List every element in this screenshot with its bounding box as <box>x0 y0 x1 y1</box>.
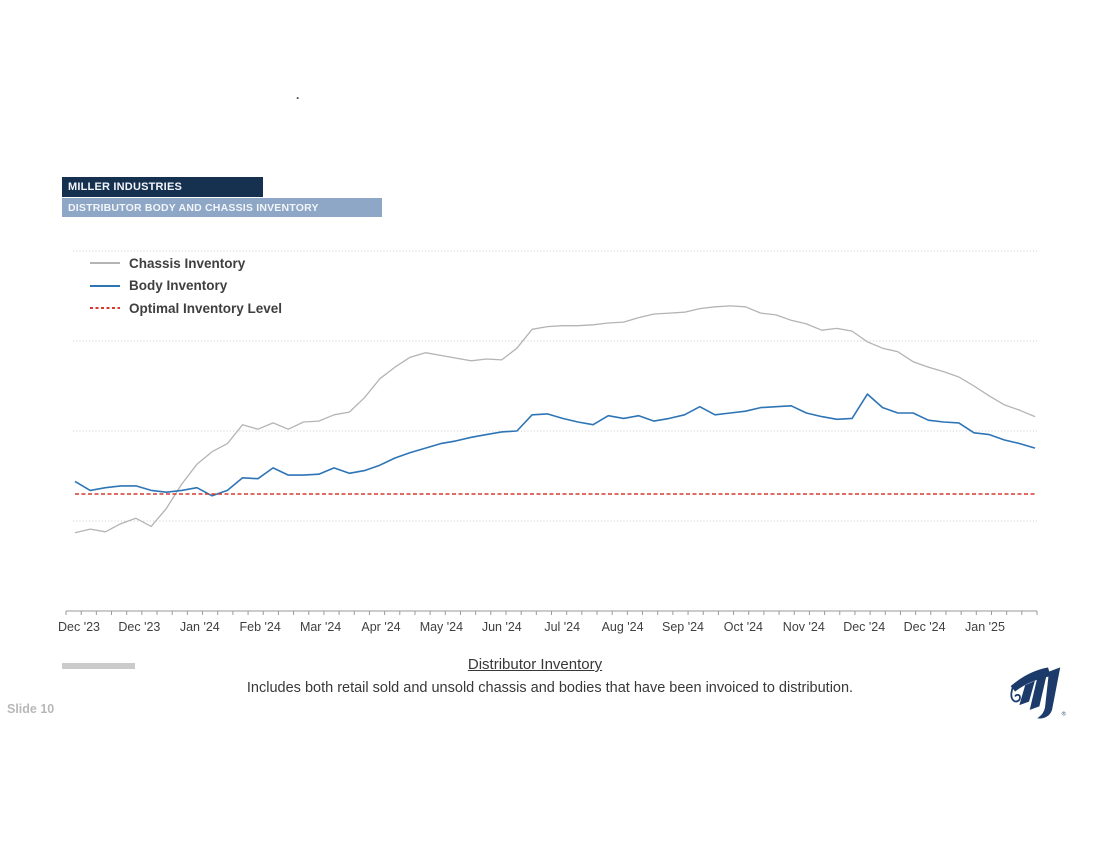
chart-legend: Chassis Inventory Body Inventory Optimal I… <box>90 252 282 320</box>
x-axis-label: Dec '24 <box>843 620 886 634</box>
x-axis-label: Feb '24 <box>239 620 281 634</box>
footer-accent-bar <box>62 663 135 669</box>
x-axis-label: Nov '24 <box>782 620 825 634</box>
body-inventory-line <box>74 393 1036 497</box>
x-axis-label: Dec '23 <box>118 620 161 634</box>
footer-heading: Distributor Inventory <box>467 656 603 673</box>
legend-label: Optimal Inventory Level <box>129 300 283 316</box>
legend-item: Chassis Inventory <box>90 252 282 275</box>
x-axis-label: Jun '24 <box>481 620 522 634</box>
x-axis-label: Jul '24 <box>544 620 581 634</box>
footer-note: Includes both retail sold and unsold cha… <box>246 680 854 696</box>
x-axis-label: May '24 <box>419 620 464 634</box>
legend-item: Optimal Inventory Level <box>90 297 282 320</box>
company-badge: MILLER INDUSTRIES <box>62 177 263 197</box>
legend-item: Body Inventory <box>90 275 282 298</box>
logo-registered-mark: ® <box>1062 711 1066 718</box>
legend-label: Body Inventory <box>129 278 228 294</box>
x-axis-label: Dec '24 <box>903 620 946 634</box>
report-title-badge: DISTRIBUTOR BODY AND CHASSIS INVENTORY <box>62 198 382 217</box>
x-axis-label: Dec '23 <box>58 620 100 634</box>
x-axis-label: Aug '24 <box>601 620 644 634</box>
miller-logo: ® <box>1003 660 1083 722</box>
x-axis-label: Jan '25 <box>965 620 1005 634</box>
chassis-inventory-swatch <box>90 262 120 265</box>
body-inventory-swatch <box>90 284 120 287</box>
miller-logo-mark: ® <box>1010 667 1066 719</box>
x-axis-label: Jan '24 <box>179 620 220 634</box>
chassis-inventory-line <box>74 305 1036 534</box>
optimal-inventory-level-swatch <box>90 307 120 310</box>
x-axis-label: Apr '24 <box>361 620 401 634</box>
legend-label: Chassis Inventory <box>129 255 246 271</box>
x-axis-label: Mar '24 <box>299 620 342 634</box>
slide-number: Slide 10 <box>7 702 55 716</box>
stray-mark: . <box>296 88 300 102</box>
x-axis-label: Sep '24 <box>661 620 704 634</box>
x-axis-label: Oct '24 <box>723 620 763 634</box>
